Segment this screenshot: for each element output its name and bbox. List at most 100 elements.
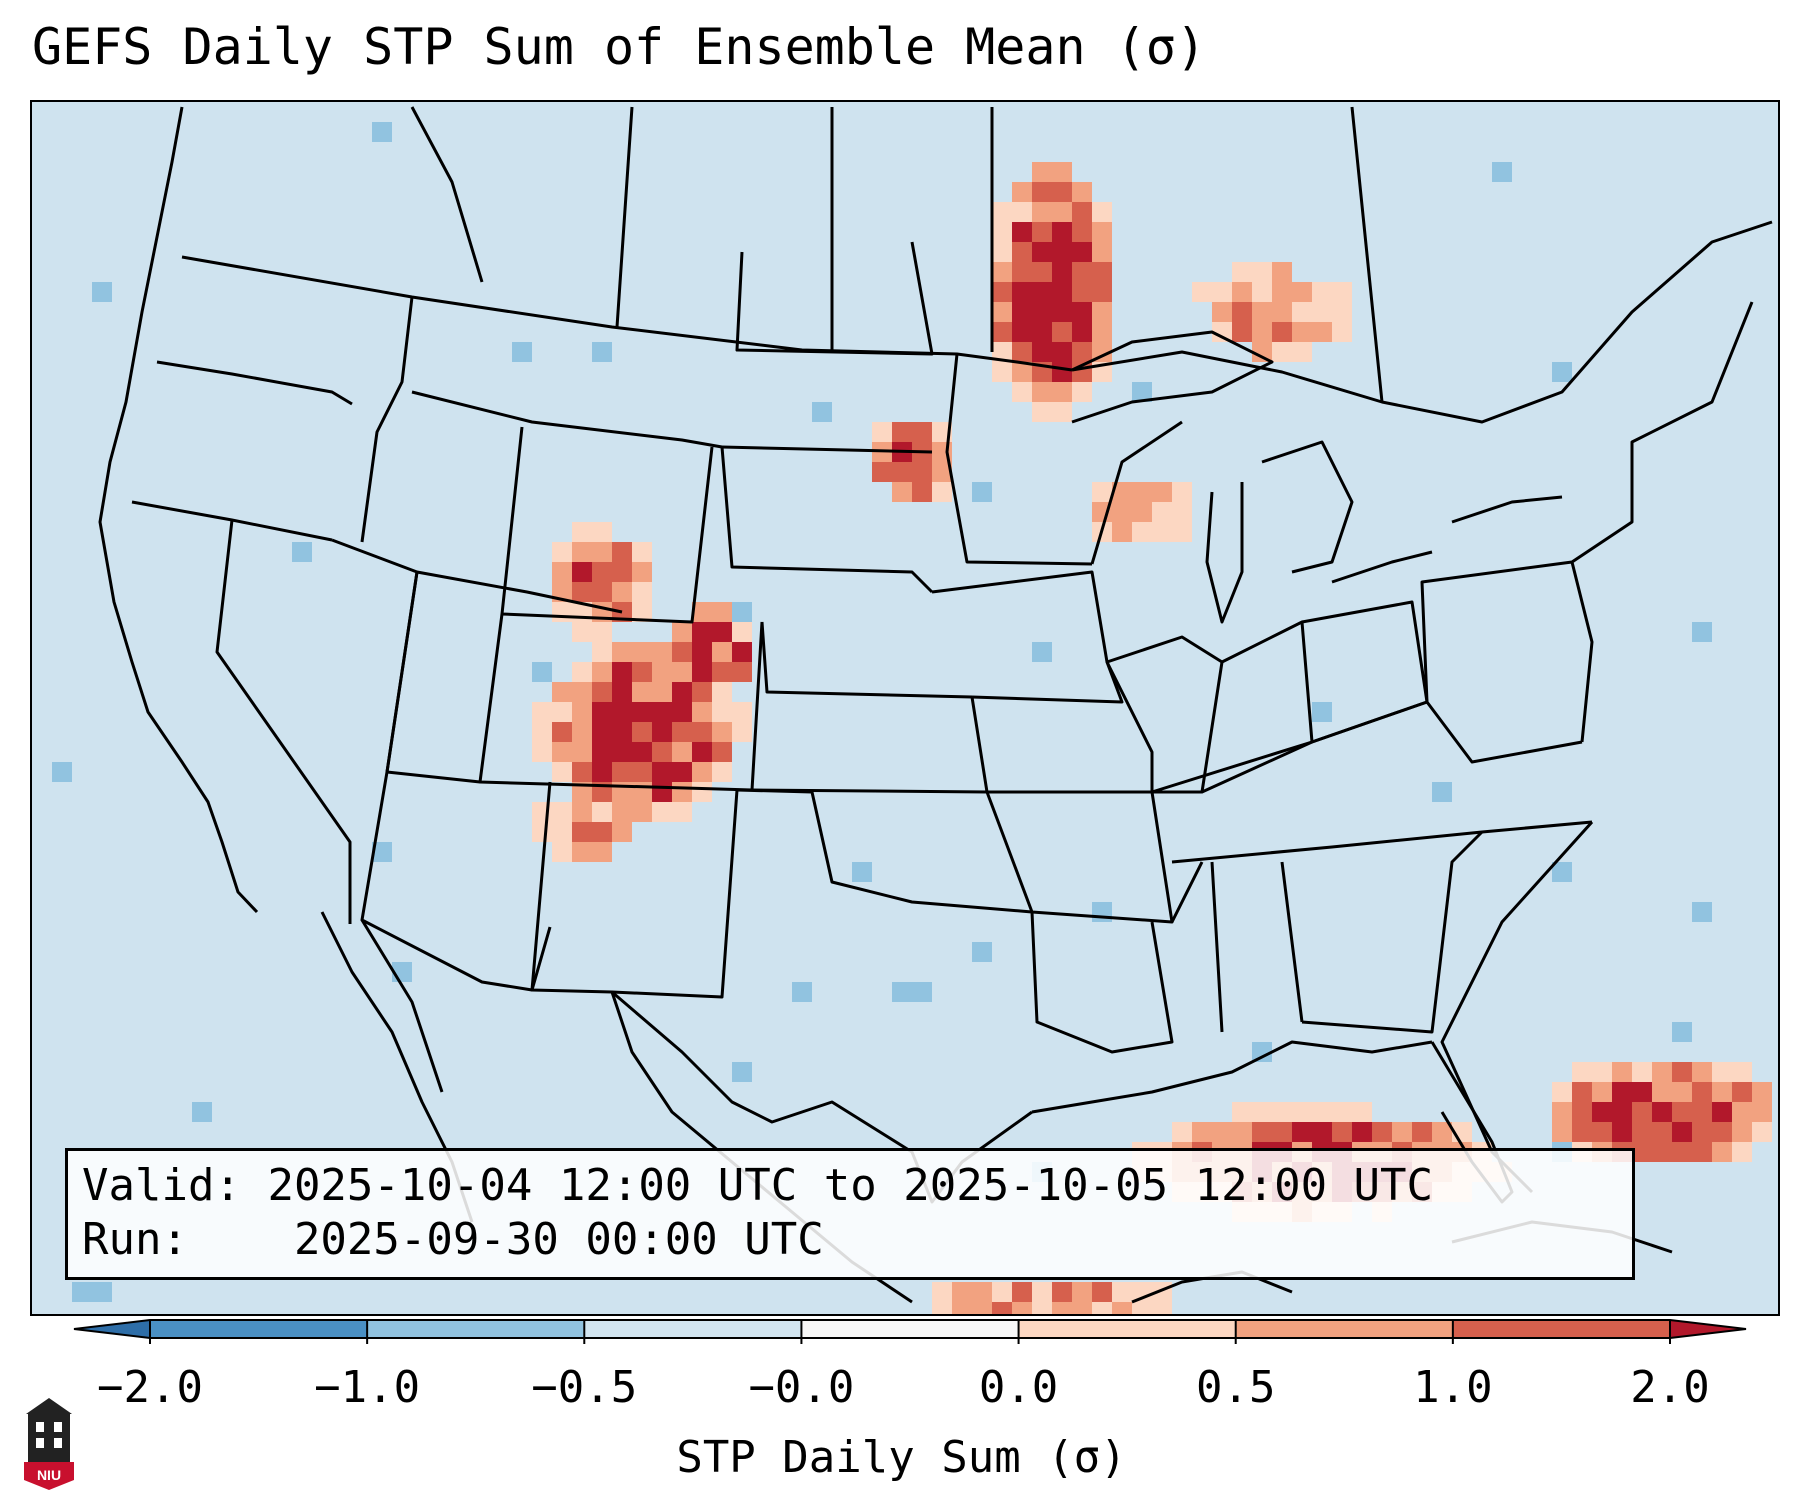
logo-tower-body (28, 1414, 70, 1462)
stp-cell (612, 702, 632, 722)
stp-cell (1152, 482, 1172, 502)
colorbar-under-arrow (74, 1320, 150, 1338)
stp-cell (692, 782, 712, 802)
stp-cell (732, 662, 752, 682)
stp-cell (612, 822, 632, 842)
stp-cell (1052, 242, 1072, 262)
stp-cell (1572, 1102, 1592, 1122)
stp-cell (1172, 502, 1192, 522)
stp-cell (1032, 162, 1052, 182)
illinois (1106, 635, 1224, 794)
stp-cell (992, 342, 1012, 362)
northeast (1420, 301, 1754, 743)
valid-value: 2025-10-04 12:00 UTC to 2025-10-05 12:00… (267, 1160, 1434, 1211)
stp-cell (1112, 1282, 1132, 1302)
stp-cell (592, 542, 612, 562)
stp-cell (1052, 1282, 1072, 1302)
stp-cell (612, 742, 632, 762)
stp-cell (612, 682, 632, 702)
map-svg (52, 106, 1773, 1314)
stp-cell (1632, 1082, 1652, 1102)
stp-cell (1672, 1082, 1692, 1102)
stp-cell (1172, 522, 1192, 542)
stp-cell (892, 422, 912, 442)
stp-cell (672, 762, 692, 782)
stp-cell (1072, 282, 1092, 302)
stp-cell (992, 242, 1012, 262)
stp-cell (1032, 322, 1052, 342)
stp-cell (692, 602, 712, 622)
stp-cell (532, 702, 552, 722)
stp-cell (512, 342, 532, 362)
stp-cell (1272, 282, 1292, 302)
stp-cell (1672, 1142, 1692, 1162)
stp-cell (632, 742, 652, 762)
stp-cell (652, 802, 672, 822)
stp-cell (1272, 302, 1292, 322)
logo-window-2 (54, 1422, 62, 1432)
stp-cell (592, 822, 612, 842)
stp-cell (592, 842, 612, 862)
stp-cell (1032, 262, 1052, 282)
south-dakota-south (720, 446, 934, 594)
stp-cell (592, 742, 612, 762)
stp-cell (1032, 342, 1052, 362)
colorbar-segment (367, 1320, 585, 1338)
stp-cell (652, 742, 672, 762)
stp-cell (572, 682, 592, 702)
stp-cell (1132, 1302, 1152, 1314)
stp-cell (592, 342, 612, 362)
stp-cell (652, 722, 672, 742)
stp-cell (712, 642, 732, 662)
stp-cell (612, 562, 632, 582)
colorbar-segment (1452, 1320, 1670, 1338)
stp-cell (1252, 282, 1272, 302)
stp-cell (1312, 322, 1332, 342)
stp-cell (872, 422, 892, 442)
stp-cell (992, 322, 1012, 342)
stp-cell (1232, 322, 1252, 342)
stp-cell (72, 1282, 92, 1302)
stp-cell (932, 462, 952, 482)
stp-cell (572, 622, 592, 642)
stp-cell (592, 762, 612, 782)
stp-cell (1692, 1082, 1712, 1102)
stp-cell (712, 622, 732, 642)
stp-cell (1152, 502, 1172, 522)
stp-cell (1072, 302, 1092, 322)
state-borders (98, 106, 1773, 1304)
stp-cell (1072, 1282, 1092, 1302)
stp-cell (892, 482, 912, 502)
utah-box (385, 571, 481, 784)
stp-cell (1592, 1102, 1612, 1122)
stp-cell (612, 802, 632, 822)
stp-cell (1012, 262, 1032, 282)
stp-cell (1312, 702, 1332, 722)
stp-cell (852, 862, 872, 882)
stp-cell (1112, 1302, 1132, 1314)
colorbar-tick-label: 1.0 (1413, 1362, 1493, 1413)
stp-cell (632, 562, 652, 582)
stp-cell (1072, 202, 1092, 222)
stp-cell (1032, 222, 1052, 242)
stp-cell (632, 602, 652, 622)
stp-cell (1732, 1102, 1752, 1122)
colorbar (73, 1319, 1747, 1344)
stp-cell (672, 682, 692, 702)
stp-cell (532, 662, 552, 682)
dakota-split (721, 445, 933, 454)
stp-cell (1112, 522, 1132, 542)
stp-cell (1252, 262, 1272, 282)
stp-cell (1312, 282, 1332, 302)
wyoming-box (500, 426, 714, 624)
iowa (931, 570, 1124, 704)
stp-cell (592, 582, 612, 602)
valid-row: Valid: 2025-10-04 12:00 UTC to 2025-10-0… (82, 1159, 1618, 1213)
stp-cell (532, 822, 552, 842)
stp-cell (712, 702, 732, 722)
stp-cell (712, 762, 732, 782)
map-panel (30, 100, 1780, 1316)
stp-cell (572, 742, 592, 762)
hudson-region (410, 106, 1384, 403)
stp-cell (1052, 362, 1072, 382)
